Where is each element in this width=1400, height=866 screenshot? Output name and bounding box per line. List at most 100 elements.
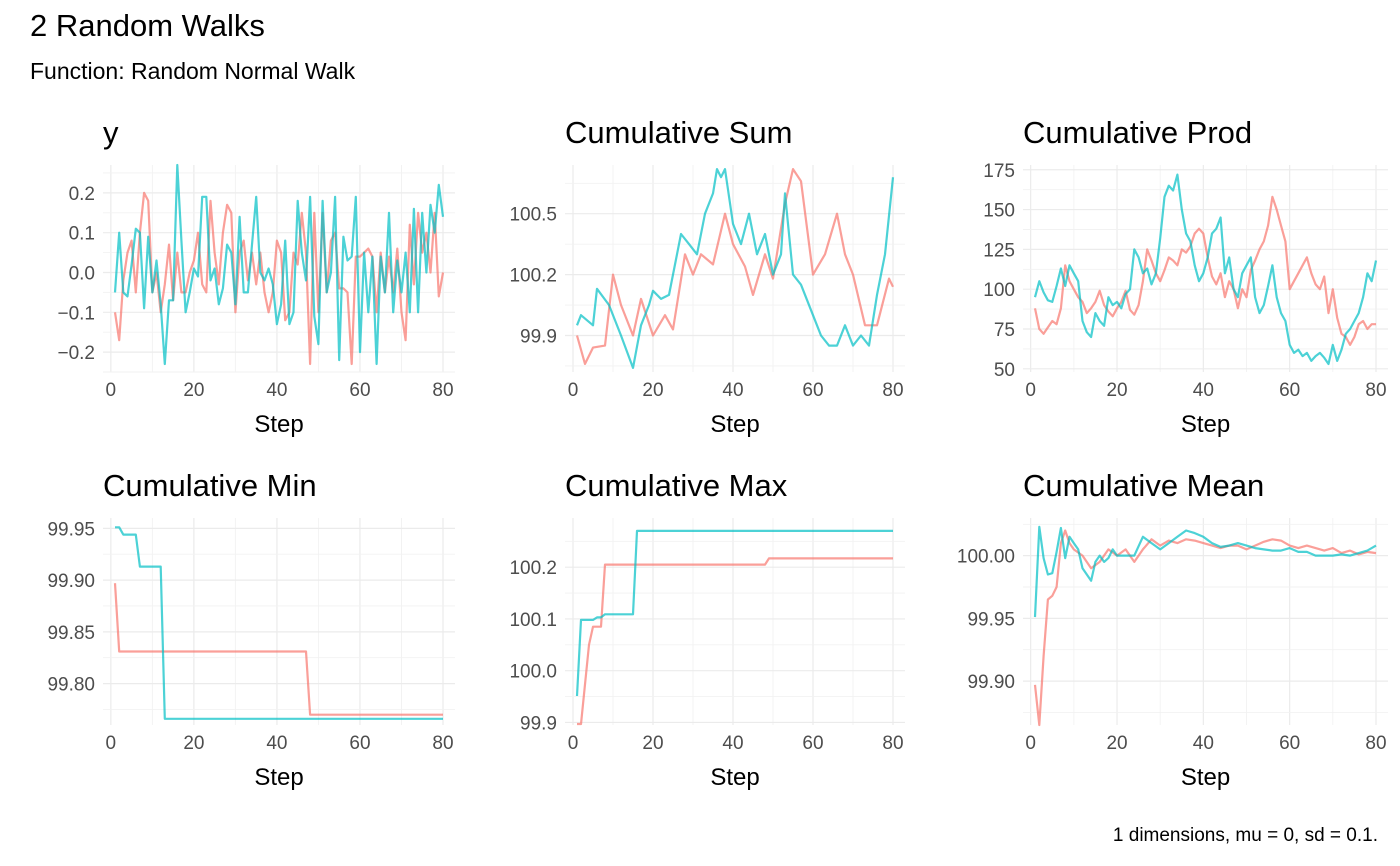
series-1-point [1060, 307, 1062, 309]
series-2-point [1034, 296, 1036, 298]
series-2-point [1267, 285, 1269, 287]
series-2-point [363, 252, 365, 254]
series-1-point [118, 650, 120, 652]
x-axis-label: Step [254, 764, 303, 791]
series-2-point [1056, 551, 1058, 553]
series-2-line [113, 163, 445, 366]
series-1-point [1237, 307, 1239, 309]
series-1-point [1237, 545, 1239, 547]
series-2-point [1150, 283, 1152, 285]
series-1-point [576, 334, 578, 336]
series-2-point [1133, 555, 1135, 557]
series-1-point [744, 265, 746, 267]
series-1-point [1327, 312, 1329, 314]
series-2-point [852, 345, 854, 347]
series-2-point [380, 256, 382, 258]
series-2-point [280, 303, 282, 305]
series-2-point [1051, 301, 1053, 303]
series-1-point [351, 363, 353, 365]
series-2-point [820, 334, 822, 336]
x-axis-label: Step [254, 411, 303, 438]
series-2-point [417, 311, 419, 313]
series-1-point [405, 339, 407, 341]
series-1-point [268, 311, 270, 313]
series-2-point [648, 304, 650, 306]
series-2-point [1077, 548, 1079, 550]
series-2-point [1051, 572, 1053, 574]
series-1-point [438, 295, 440, 297]
series-1-point [1185, 538, 1187, 540]
series-1-point [888, 278, 890, 280]
x-tick-label: 20 [1106, 380, 1127, 401]
y-tick-label: −0.1 [57, 303, 95, 324]
series-1-point [1271, 538, 1273, 540]
series-1-point [1094, 301, 1096, 303]
series-2-point [139, 566, 141, 568]
x-tick-label: 40 [266, 380, 287, 401]
series-2-point [1168, 542, 1170, 544]
series-2-point [1366, 272, 1368, 274]
cumulative-min-title: Cumulative Min [103, 468, 317, 503]
series-1-point [1202, 232, 1204, 234]
series-1-point [1245, 296, 1247, 298]
series-1-point [1081, 555, 1083, 557]
series-1-point [1064, 529, 1066, 531]
series-1-point [764, 253, 766, 255]
series-1-point [396, 248, 398, 250]
series-1-point [1133, 561, 1135, 563]
series-2-point [1284, 320, 1286, 322]
series-2-point [1146, 267, 1148, 269]
series-2-point [828, 345, 830, 347]
series-2-point [209, 279, 211, 281]
series-2-point [1073, 272, 1075, 274]
series-1-point [664, 314, 666, 316]
series-2-point [592, 324, 594, 326]
series-2-point [122, 534, 124, 536]
series-2-point [185, 311, 187, 313]
series-1-point [1358, 323, 1360, 325]
series-1-point [1202, 542, 1204, 544]
y-tick-label: 99.95 [47, 519, 95, 540]
series-2-point [1112, 548, 1114, 550]
series-1-point [732, 243, 734, 245]
series-1-point [700, 253, 702, 255]
series-1-point [1090, 567, 1092, 569]
series-2-point [792, 274, 794, 276]
y-tick-label: 150 [983, 201, 1015, 222]
series-2-point [1263, 304, 1265, 306]
series-1-point [1254, 259, 1256, 261]
y-title: y [103, 115, 119, 150]
series-1-point [193, 259, 195, 261]
series-2-point [704, 213, 706, 215]
series-2-point [1375, 545, 1377, 547]
x-tick-label: 0 [106, 380, 117, 401]
series-1-point [1043, 333, 1045, 335]
x-tick-label: 0 [1025, 733, 1036, 754]
series-1-point [309, 714, 311, 716]
series-1-point [292, 252, 294, 254]
series-2-point [367, 311, 369, 313]
series-2-point [334, 196, 336, 198]
series-2-point [396, 259, 398, 261]
series-2-point [1043, 291, 1045, 293]
series-1-point [1051, 320, 1053, 322]
series-1-point [1176, 264, 1178, 266]
x-axis-label: Step [1181, 764, 1230, 791]
series-2-point [596, 288, 598, 290]
series-2-point [118, 232, 120, 234]
series-2-point [317, 343, 319, 345]
series-1-point [1194, 232, 1196, 234]
x-tick-label: 60 [802, 733, 823, 754]
x-tick-label: 80 [882, 733, 903, 754]
y-tick-label: 99.80 [47, 675, 95, 696]
series-1-point [1353, 336, 1355, 338]
y-tick-label: 50 [994, 360, 1015, 381]
series-1-point [844, 253, 846, 255]
series-1-point [346, 291, 348, 293]
series-2-point [1081, 567, 1083, 569]
panel-cumulative-max: Cumulative Max 0 20 40 60 80 99.9 100.0 100.1 100… [509, 468, 905, 791]
x-tick-label: 60 [802, 380, 823, 401]
series-1-point [1163, 269, 1165, 271]
series-1-point [313, 212, 315, 214]
series-2-point [784, 192, 786, 194]
